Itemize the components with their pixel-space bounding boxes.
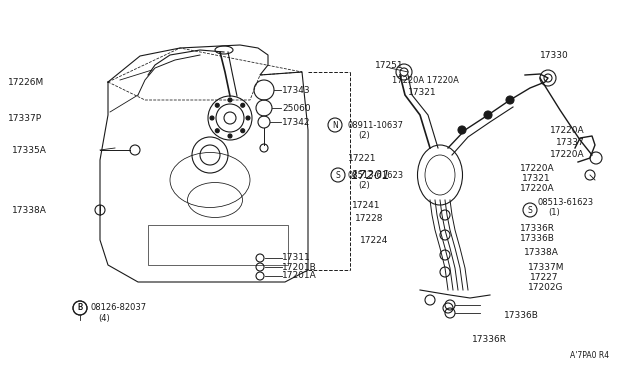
Circle shape (228, 134, 232, 138)
Text: 17321: 17321 (522, 173, 550, 183)
Circle shape (210, 116, 214, 120)
Text: (2): (2) (358, 180, 370, 189)
Text: 17201B: 17201B (282, 263, 317, 272)
Text: 17337M: 17337M (528, 263, 564, 273)
Circle shape (506, 96, 514, 104)
Text: 17337: 17337 (556, 138, 585, 147)
Text: 17338A: 17338A (524, 247, 559, 257)
Text: N: N (332, 121, 338, 129)
Text: 17220A 17220A: 17220A 17220A (392, 76, 459, 84)
Text: 17251: 17251 (375, 61, 404, 70)
Text: 17220A: 17220A (550, 125, 584, 135)
Text: B: B (77, 304, 83, 312)
Text: 17228: 17228 (355, 214, 383, 222)
Text: 17321: 17321 (408, 87, 436, 96)
Text: 17330: 17330 (540, 51, 569, 60)
Text: 17337P: 17337P (8, 113, 42, 122)
Text: (4): (4) (98, 314, 109, 323)
Circle shape (241, 129, 244, 133)
Text: 17342: 17342 (282, 118, 310, 126)
Text: 08513-61623: 08513-61623 (538, 198, 594, 206)
Circle shape (241, 103, 244, 107)
Text: S: S (527, 205, 532, 215)
Text: (1): (1) (548, 208, 560, 217)
Text: 17336B: 17336B (520, 234, 555, 243)
Text: 17336B: 17336B (504, 311, 539, 320)
Text: 17336R: 17336R (472, 336, 507, 344)
Text: 17220A: 17220A (550, 150, 584, 158)
Text: 17221: 17221 (348, 154, 376, 163)
Text: 17241: 17241 (352, 201, 381, 209)
Text: 17201A: 17201A (282, 272, 317, 280)
Text: 17343: 17343 (282, 86, 310, 94)
Text: 08911-10637: 08911-10637 (348, 121, 404, 129)
Text: 17201: 17201 (350, 169, 390, 182)
Text: 08126-82037: 08126-82037 (90, 304, 146, 312)
Circle shape (458, 126, 466, 134)
Circle shape (246, 116, 250, 120)
Text: 17335A: 17335A (12, 145, 47, 154)
Text: A'7PA0 R4: A'7PA0 R4 (570, 350, 609, 359)
Circle shape (215, 103, 220, 107)
Text: 17226M: 17226M (8, 77, 44, 87)
Text: 17338A: 17338A (12, 205, 47, 215)
Text: 17202G: 17202G (528, 283, 563, 292)
Circle shape (228, 98, 232, 102)
Text: 17227: 17227 (530, 273, 559, 282)
Text: 17220A: 17220A (520, 183, 555, 192)
Circle shape (215, 129, 220, 133)
Text: 08513-61623: 08513-61623 (348, 170, 404, 180)
Circle shape (484, 111, 492, 119)
Text: 17311: 17311 (282, 253, 311, 263)
Text: 17220A: 17220A (520, 164, 555, 173)
Text: B: B (77, 304, 83, 312)
Text: (2): (2) (358, 131, 370, 140)
Bar (148, 225, 288, 265)
Text: 17224: 17224 (360, 235, 388, 244)
Text: S: S (335, 170, 340, 180)
Text: 17336R: 17336R (520, 224, 555, 232)
Text: 25060: 25060 (282, 103, 310, 112)
